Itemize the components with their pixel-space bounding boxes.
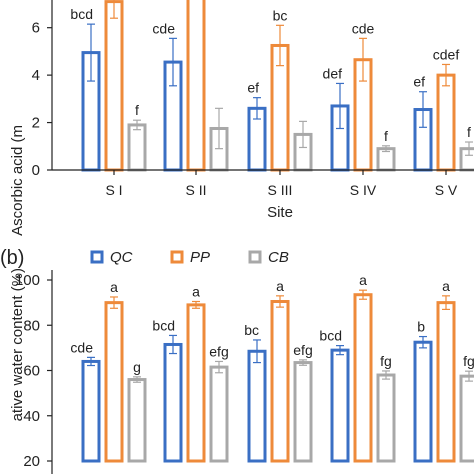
b-bar-cb (376, 373, 396, 463)
a-y-tick-label: 4 (32, 67, 40, 84)
b-significance-label: bcd (319, 328, 342, 344)
b-significance-label: fg (380, 353, 392, 369)
b-bar-pp (186, 303, 206, 463)
b-y-ticks: 20 40 60 80 100 (15, 272, 52, 470)
b-significance-label: efg (293, 342, 312, 358)
a-bar-pp (104, 0, 124, 172)
legend-swatch-pp (170, 250, 184, 264)
b-significance-label: a (442, 278, 450, 294)
b-significance-label: efg (209, 343, 228, 359)
b-bar-cb (459, 374, 474, 463)
b-bar-cb (293, 361, 313, 463)
a-x-tick-label: S I (105, 182, 122, 198)
a-significance-label: f (467, 124, 471, 140)
a-significance-label: ef (247, 80, 259, 96)
a-significance-label: cde (152, 20, 175, 36)
b-y-tick-label: 40 (23, 408, 40, 425)
b-bar-qc (330, 348, 350, 463)
a-x-tick-label: S II (185, 182, 206, 198)
b-bar-qc (81, 359, 101, 463)
a-significance-label: cde (352, 20, 375, 36)
b-y-tick-label: 80 (23, 317, 40, 334)
b-bar-cb (209, 365, 229, 463)
legend-label-qc: QC (110, 249, 133, 266)
a-significance-label: f (135, 102, 139, 118)
b-significance-label: a (276, 278, 284, 294)
b-bar-pp (104, 301, 124, 463)
a-x-tick-label: S V (435, 182, 458, 198)
a-significance-label: cdef (433, 46, 460, 62)
b-bar-qc (247, 349, 267, 463)
b-significance-label: fg (463, 353, 474, 369)
a-bar-pp (436, 73, 456, 172)
a-x-axis-title: Site (267, 204, 293, 221)
a-significance-label: f (384, 128, 388, 144)
b-y-tick-label: 100 (15, 272, 40, 289)
b-significance-label: a (359, 272, 367, 288)
b-bar-cb (127, 378, 147, 463)
a-bar-cb (127, 123, 147, 172)
b-bar-pp (270, 299, 290, 463)
b-bar-qc (413, 340, 433, 463)
a-significance-label: ef (413, 74, 425, 90)
b-bar-pp (353, 293, 373, 463)
legend-swatch-qc (90, 250, 104, 264)
b-y-tick-label: 20 (23, 453, 40, 470)
a-y-ticks: 0 2 4 6 (32, 20, 52, 179)
a-x-tick-label: S IV (350, 182, 377, 198)
a-x-tick-label: S III (268, 182, 293, 198)
b-significance-label: b (417, 319, 425, 335)
b-bar-qc (163, 342, 183, 463)
legend-label-pp: PP (190, 249, 210, 266)
a-significance-label: bc (273, 7, 288, 23)
b-significance-label: a (192, 283, 200, 299)
b-bar-pp (436, 301, 456, 463)
a-significance-labels: bcd cde ef def ef bc cde cdef f f f (70, 6, 471, 144)
a-significance-label: bcd (70, 6, 93, 22)
a-y-tick-label: 0 (32, 162, 40, 179)
a-bar-pp (186, 0, 206, 172)
b-significance-label: bcd (152, 317, 175, 333)
legend: QC PP CB (90, 249, 289, 266)
a-y-axis-title: Ascorbic acid (m (9, 125, 26, 236)
b-significance-label: g (133, 359, 141, 375)
a-bars (81, 0, 474, 172)
b-significance-label: bc (244, 322, 259, 338)
legend-swatch-cb (248, 250, 262, 264)
a-significance-label: def (323, 65, 343, 81)
a-bar-cb (459, 147, 474, 172)
panel-label-b: (b) (0, 247, 24, 269)
b-significance-label: cde (70, 339, 93, 355)
b-significance-label: a (110, 279, 118, 295)
a-y-tick-label: 2 (32, 115, 40, 132)
b-y-axis-title: ative water content (%) (9, 268, 26, 421)
a-y-tick-label: 6 (32, 20, 40, 37)
b-bars (81, 289, 474, 463)
legend-label-cb: CB (268, 249, 289, 266)
b-significance-labels: cde bcd bc bcd b a a a a a g efg efg fg fg (70, 272, 474, 375)
panel-b: (b) QC PP CB 20 40 60 80 100 cde bcd bc bcd b a a a a a… (0, 247, 474, 474)
a-x-tick-labels: S I S II S III S IV S V (105, 170, 458, 198)
b-y-tick-label: 60 (23, 363, 40, 380)
